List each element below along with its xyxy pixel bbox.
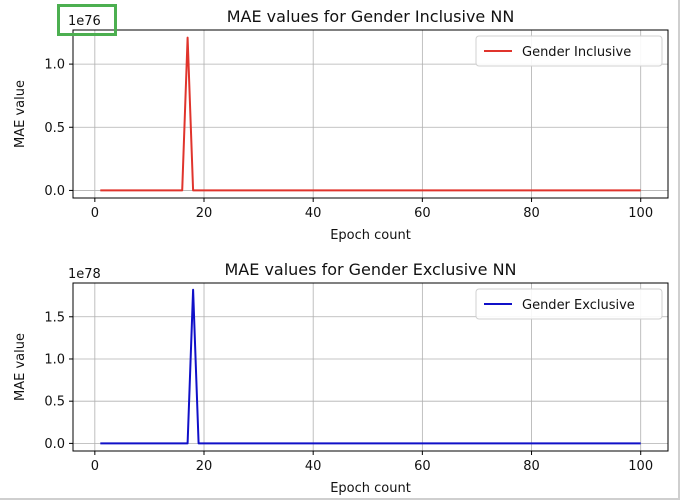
y-tick-label: 1.0 [44,352,65,367]
subplot-1: 0 20 40 60 80 100 0.0 0.5 1.0 MAE values for Gend… [13,7,669,243]
plot-frame [72,29,669,199]
y-axis-label: MAE value [13,80,28,148]
series-line-1 [100,288,641,445]
legend-label: Gender Exclusive [522,298,635,313]
y-tick-label: 1.0 [44,58,65,73]
x-tick-label: 0 [91,459,99,474]
legend: Gender Inclusive [475,35,663,67]
y-tick-label: 0.0 [44,184,65,199]
y-tick-label: 0.5 [44,395,65,410]
y-tick-label: 1.5 [44,310,65,325]
x-axis-label: Epoch count [330,228,411,243]
x-tick-label: 40 [305,459,322,474]
y-tick-label: 0.5 [44,121,65,136]
y-offset-text: 1e78 [68,267,101,282]
x-tick-label: 60 [414,206,431,221]
x-tick-label: 100 [628,459,653,474]
y-offset-text: 1e76 [68,14,101,29]
x-tick-label: 40 [305,206,322,221]
x-tick-label: 80 [523,459,540,474]
legend-box [475,35,663,67]
x-axis-label: Epoch count [330,481,411,496]
subplot-2: 0 20 40 60 80 100 0.0 0.5 1.0 1.5 MAE values for G… [13,260,669,496]
y-axis-label: MAE value [13,333,28,401]
x-tick-label: 100 [628,206,653,221]
legend-label: Gender Inclusive [522,45,631,60]
x-tick-label: 20 [196,459,213,474]
x-tick-label: 0 [91,206,99,221]
chart-title: MAE values for Gender Exclusive NN [225,260,517,279]
legend-box [475,288,663,320]
x-tick-label: 60 [414,459,431,474]
legend: Gender Exclusive [475,288,663,320]
x-tick-label: 20 [196,206,213,221]
plot-frame [72,282,669,452]
x-tick-label: 80 [523,206,540,221]
y-tick-label: 0.0 [44,437,65,452]
chart-title: MAE values for Gender Inclusive NN [227,7,515,26]
series-line-1 [100,36,641,192]
